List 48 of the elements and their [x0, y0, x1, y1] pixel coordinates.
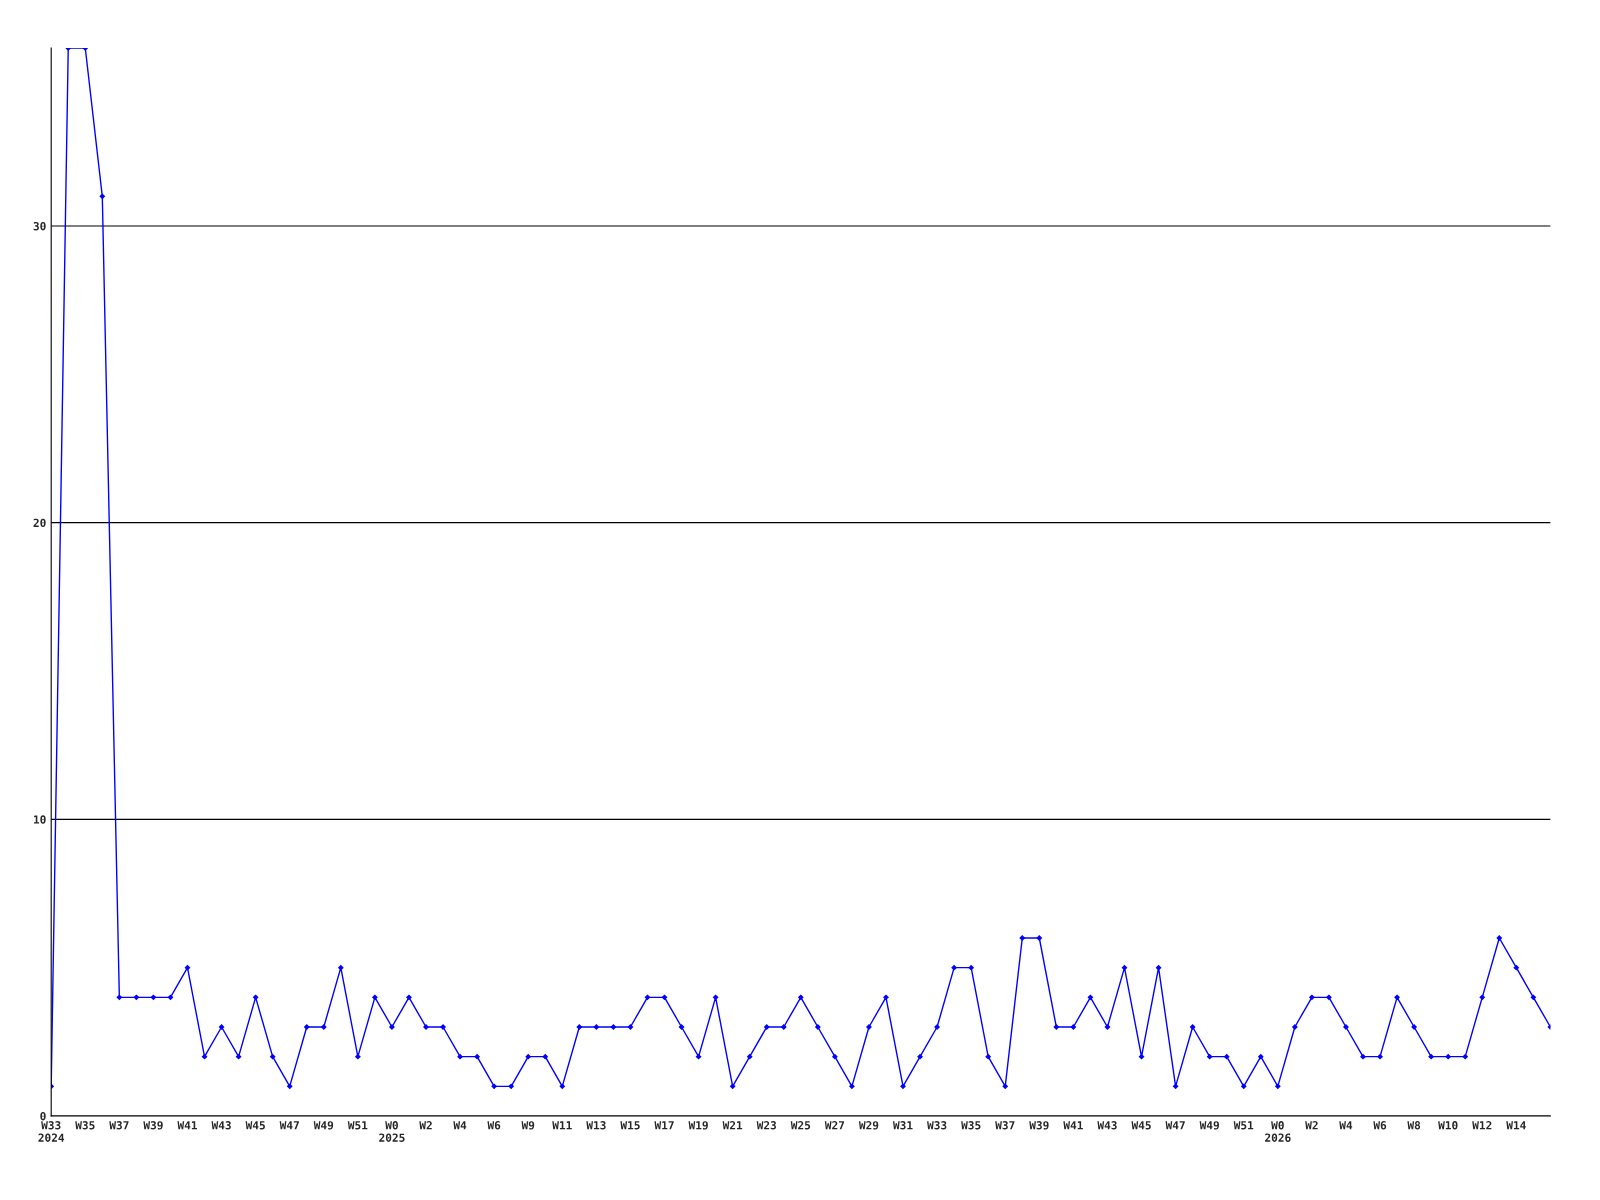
x-tick-label: W51	[347, 1121, 368, 1130]
x-tick-label: W51	[1233, 1121, 1254, 1130]
x-tick-label: W49	[313, 1121, 334, 1130]
x-tick-label: W4	[1339, 1121, 1353, 1130]
x-tick-label: W45	[1131, 1121, 1151, 1130]
x-tick-label: W45	[245, 1121, 265, 1130]
x-tick-label: W21	[722, 1121, 743, 1130]
x-tick-label: W47	[279, 1121, 299, 1130]
x-tick-label: W2	[419, 1121, 432, 1130]
x-tick-label: W33	[927, 1121, 947, 1130]
x-tick-label: W35	[961, 1121, 981, 1130]
x-tick-label: W17	[654, 1121, 674, 1130]
y-tick-label: 10	[33, 815, 46, 824]
x-tick-label: W2	[1305, 1121, 1318, 1130]
x-tick-label: W6	[1373, 1121, 1387, 1130]
x-tick-label: W14	[1506, 1121, 1526, 1130]
x-tick-label: W0 2025	[379, 1121, 405, 1142]
x-tick-label: W8	[1407, 1121, 1421, 1130]
y-tick-label: 20	[33, 518, 46, 528]
x-tick-label: W47	[1165, 1121, 1185, 1130]
x-tick-label: W13	[586, 1121, 606, 1130]
x-tick-label: W35	[75, 1121, 95, 1130]
x-tick-label: W0 2026	[1265, 1121, 1291, 1142]
x-tick-label: W49	[1199, 1121, 1219, 1130]
x-tick-label: W9	[521, 1121, 535, 1130]
x-tick-label: W15	[620, 1121, 640, 1130]
x-tick-label: W11	[552, 1121, 572, 1130]
x-tick-label: W12	[1472, 1121, 1492, 1130]
y-tick-label: 0	[40, 1111, 46, 1121]
x-tick-label: W25	[790, 1121, 811, 1130]
x-tick-label: W41	[1063, 1121, 1083, 1130]
x-tick-label: W23	[756, 1121, 777, 1130]
x-tick-label: W43	[1097, 1121, 1117, 1130]
x-tick-label: W31	[892, 1121, 913, 1130]
x-tick-label: W29	[858, 1121, 879, 1130]
x-tick-label: W4	[453, 1121, 467, 1130]
x-tick-label: W39	[143, 1121, 163, 1130]
x-tick-label: W39	[1029, 1121, 1049, 1130]
x-tick-label: W37	[995, 1121, 1015, 1130]
x-tick-label: W10	[1438, 1121, 1458, 1130]
y-tick-label: 30	[33, 221, 46, 231]
x-tick-label: W37	[109, 1121, 129, 1130]
x-tick-label: W19	[688, 1121, 708, 1130]
x-tick-label: W33 2024	[38, 1121, 65, 1142]
x-tick-label: W41	[177, 1121, 197, 1130]
x-tick-label: W6	[487, 1121, 501, 1130]
x-tick-label: W43	[211, 1121, 231, 1130]
x-tick-label: W27	[824, 1121, 845, 1130]
